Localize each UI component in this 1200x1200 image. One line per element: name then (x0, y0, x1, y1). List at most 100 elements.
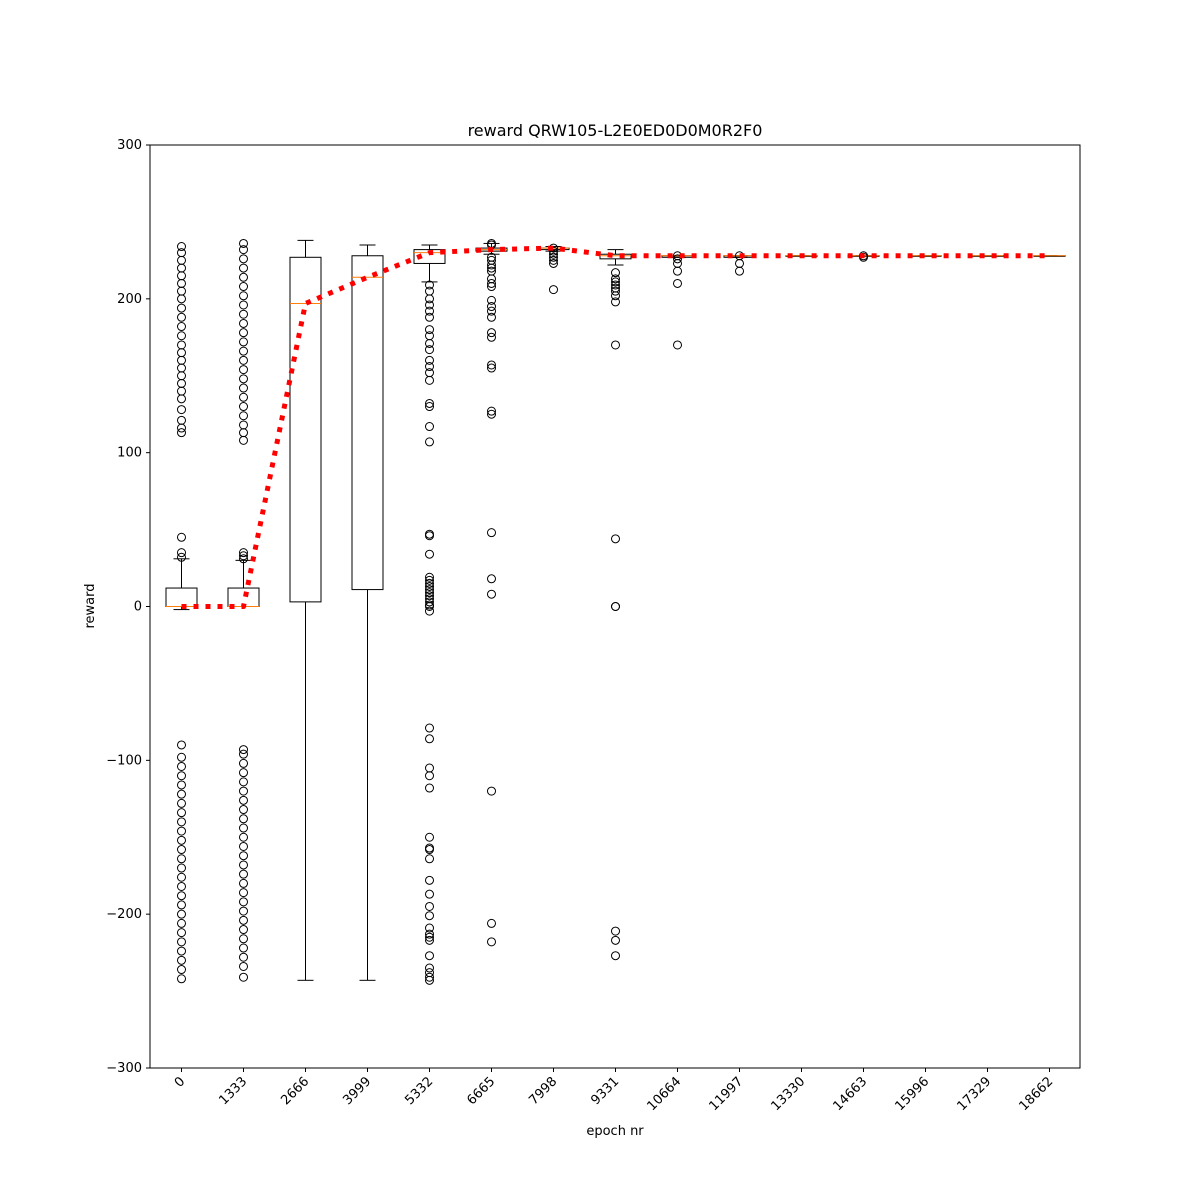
plot-area (165, 238, 1066, 985)
box (351, 255, 384, 591)
outlier-point (177, 428, 186, 438)
outlier-point (177, 835, 186, 845)
outlier-point (425, 362, 434, 372)
box-group-5332 (413, 244, 446, 985)
outlier-point (425, 911, 434, 921)
outlier-point (549, 246, 558, 256)
outlier-point (177, 891, 186, 901)
outlier-point (177, 322, 186, 332)
outlier-point (239, 851, 248, 861)
outlier-point (549, 258, 558, 268)
outlier-point (425, 771, 434, 781)
box (599, 253, 632, 260)
outlier-point (487, 589, 496, 599)
outlier-point (177, 532, 186, 542)
outlier-point (177, 780, 186, 790)
outlier-point (673, 340, 682, 350)
outlier-point (425, 588, 434, 598)
outlier-point (611, 926, 620, 936)
outlier-point (735, 266, 744, 276)
outlier-point (239, 952, 248, 962)
outlier-point (487, 312, 496, 322)
outlier-point (425, 345, 434, 355)
y-tick-label: 200 (117, 292, 142, 307)
outlier-point (239, 925, 248, 935)
outlier-point (487, 918, 496, 928)
outlier-point (611, 602, 620, 611)
outlier-point (239, 548, 248, 558)
outlier-point (239, 897, 248, 907)
outlier-point (611, 935, 620, 945)
outlier-point (239, 309, 248, 319)
outlier-point (487, 328, 496, 338)
outlier-point (239, 832, 248, 842)
outlier-point (425, 845, 434, 855)
y-tick-label: −200 (106, 907, 142, 922)
outlier-point (487, 332, 496, 342)
outlier-point (487, 282, 496, 292)
outlier-point (549, 285, 558, 295)
outlier-point (425, 832, 434, 842)
outlier-point (611, 297, 620, 307)
outlier-point (425, 531, 434, 541)
outlier-point (611, 277, 620, 287)
outlier-point (177, 928, 186, 938)
outlier-point (425, 932, 434, 942)
outlier-point (487, 295, 496, 305)
outlier-point (487, 363, 496, 373)
outlier-point (177, 881, 186, 891)
box (289, 256, 322, 603)
outlier-point (177, 415, 186, 425)
outlier-point (239, 554, 248, 564)
y-tick-label: 100 (117, 446, 142, 461)
outlier-point (673, 254, 682, 264)
outlier-point (239, 328, 248, 338)
outlier-point (177, 552, 186, 562)
outlier-point (177, 909, 186, 919)
y-tick-label: 300 (117, 138, 142, 153)
outlier-point (425, 854, 434, 864)
outlier-point (425, 723, 434, 733)
outlier-point (239, 551, 248, 561)
y-tick-label: 0 (134, 600, 142, 615)
outlier-point (177, 955, 186, 965)
box-group-1333 (227, 238, 260, 982)
outlier-point (425, 901, 434, 911)
outlier-point (239, 749, 248, 759)
outlier-point (177, 548, 186, 558)
outlier-point (177, 918, 186, 928)
outlier-point (239, 943, 248, 953)
outlier-point (425, 398, 434, 408)
outlier-point (177, 974, 186, 984)
outlier-point (611, 286, 620, 296)
outlier-point (425, 355, 434, 365)
outlier-point (239, 860, 248, 870)
outlier-point (239, 869, 248, 879)
outlier-point (487, 278, 496, 288)
outlier-point (239, 823, 248, 833)
outlier-point (177, 331, 186, 341)
outlier-point (239, 768, 248, 778)
outlier-point (425, 402, 434, 412)
outlier-point (425, 606, 434, 616)
outlier-point (425, 422, 434, 432)
outlier-point (611, 291, 620, 301)
outlier-point (425, 582, 434, 592)
outlier-point (239, 795, 248, 805)
outlier-point (239, 420, 248, 430)
outlier-point (239, 906, 248, 916)
outlier-point (487, 306, 496, 316)
outlier-point (239, 777, 248, 787)
outlier-point (177, 798, 186, 808)
outlier-point (549, 255, 558, 265)
box-group-9331 (599, 249, 632, 961)
outlier-point (425, 572, 434, 582)
outlier-point (239, 245, 248, 255)
outlier-point (239, 934, 248, 944)
box-group-2666 (289, 239, 322, 981)
outlier-point (177, 340, 186, 350)
outlier-point (177, 817, 186, 827)
outlier-point (425, 975, 434, 985)
